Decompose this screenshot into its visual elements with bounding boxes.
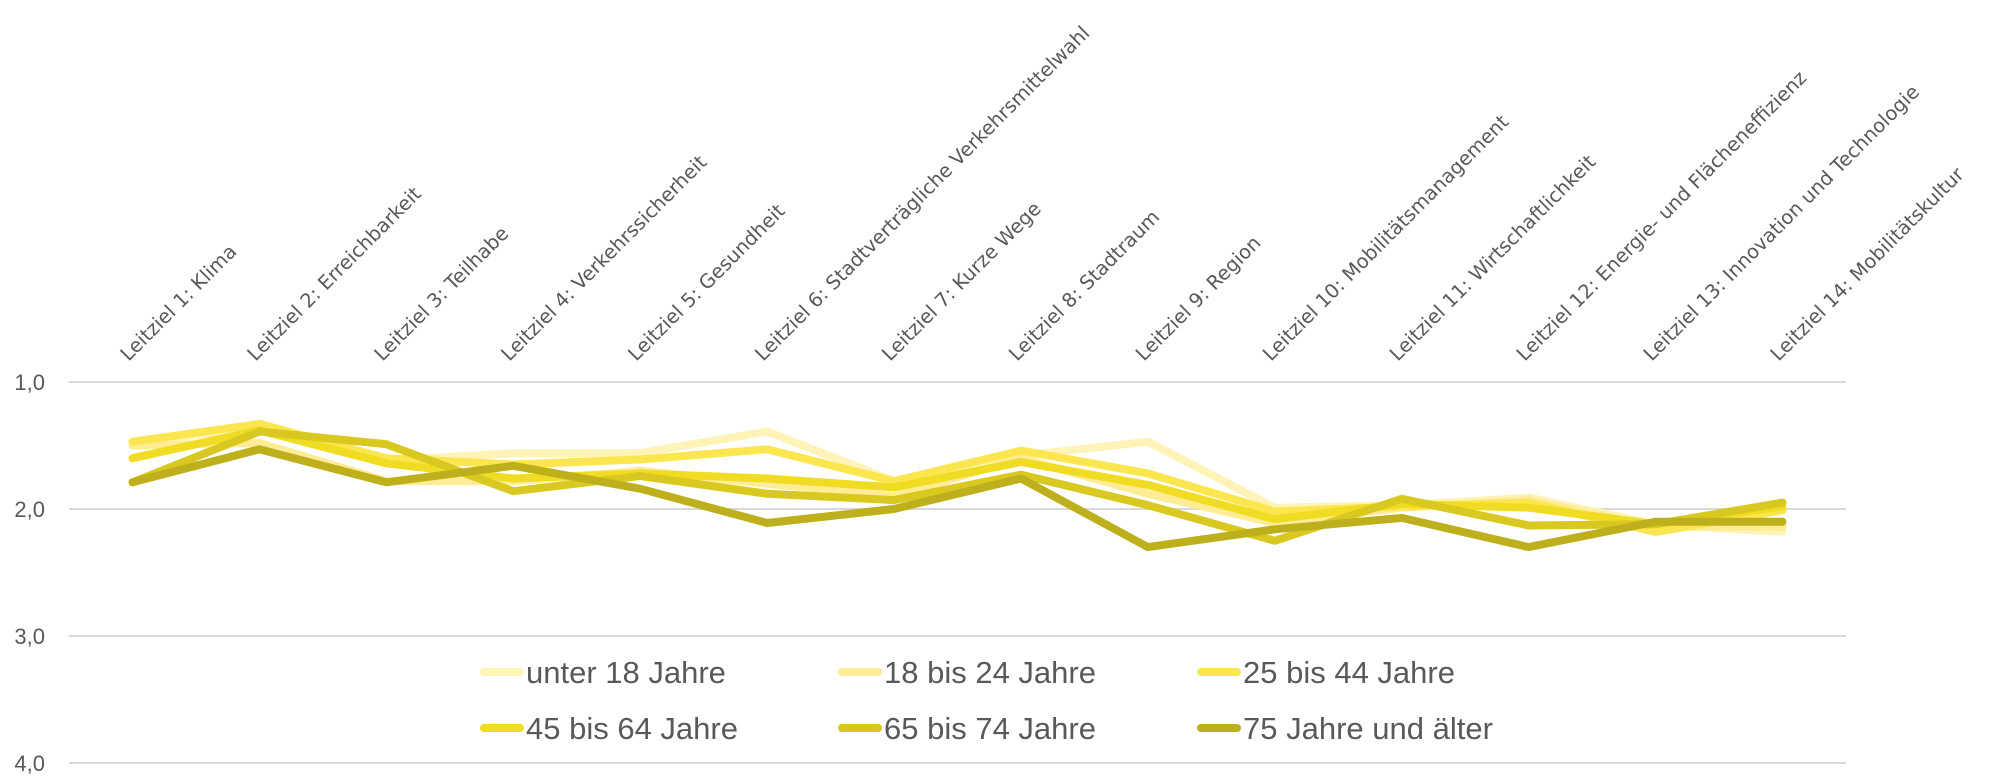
legend-item: 25 bis 44 Jahre	[1197, 655, 1455, 690]
legend-item: 65 bis 74 Jahre	[838, 711, 1096, 746]
x-category-label: Leitziel 9: Region	[1131, 231, 1265, 365]
legend: unter 18 Jahre 18 bis 24 Jahre 25 bis 44 J…	[480, 655, 1493, 746]
x-axis-category-labels: Leitziel 1: Klima Leitziel 2: Erreichbark…	[116, 22, 1969, 366]
legend-label: 65 bis 74 Jahre	[884, 711, 1096, 746]
y-tick-label: 3,0	[14, 624, 45, 649]
legend-label: unter 18 Jahre	[526, 655, 726, 690]
legend-label: 45 bis 64 Jahre	[526, 711, 738, 746]
legend-label: 75 Jahre und älter	[1243, 711, 1493, 746]
y-tick-label: 1,0	[14, 370, 45, 395]
legend-item: 45 bis 64 Jahre	[480, 711, 738, 746]
series-line	[128, 445, 1787, 552]
series-75-jahre-und-älter	[128, 445, 1787, 552]
series-65-bis-74-jahre	[128, 427, 1787, 545]
legend-item: 18 bis 24 Jahre	[838, 655, 1096, 690]
x-category-label: Leitziel 12: Energie- und Flächeneffizie…	[1512, 66, 1811, 365]
x-category-label: Leitziel 4: Verkehrssicherheit	[497, 151, 712, 366]
x-category-label: Leitziel 13: Innovation und Technologie	[1639, 80, 1924, 365]
legend-item: unter 18 Jahre	[480, 655, 726, 690]
legend-item: 75 Jahre und älter	[1197, 711, 1493, 746]
x-category-label: Leitziel 3: Teilhabe	[370, 222, 514, 366]
legend-label: 18 bis 24 Jahre	[884, 655, 1096, 690]
y-tick-label: 2,0	[14, 497, 45, 522]
series-line	[128, 427, 1787, 545]
y-axis-tick-labels: 1,0 2,0 3,0 4,0	[14, 370, 45, 776]
x-category-label: Leitziel 11: Wirtschaftlichkeit	[1385, 150, 1600, 365]
legend-label: 25 bis 44 Jahre	[1243, 655, 1455, 690]
series-lines	[128, 419, 1787, 552]
x-category-label: Leitziel 10: Mobilitätsmanagement	[1258, 110, 1513, 365]
y-tick-label: 4,0	[14, 751, 45, 776]
x-category-label: Leitziel 1: Klima	[116, 240, 242, 366]
series-line	[128, 426, 1787, 529]
